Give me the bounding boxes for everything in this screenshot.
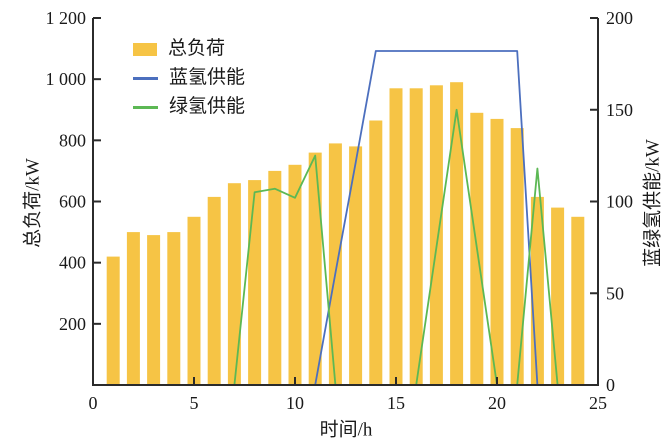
bar xyxy=(227,183,241,385)
bar xyxy=(349,146,363,385)
bar xyxy=(389,88,403,386)
legend-item-blue-hydrogen: 蓝氢供能 xyxy=(133,66,245,90)
bar xyxy=(490,118,504,386)
y-tick-label-right: 150 xyxy=(606,100,633,120)
bar xyxy=(288,164,302,385)
x-tick-label: 10 xyxy=(286,393,304,413)
legend-swatch-blue-line xyxy=(133,76,158,80)
bar xyxy=(248,180,262,385)
y-tick-label-left: 1 000 xyxy=(46,69,87,89)
x-tick-label: 25 xyxy=(589,393,607,413)
bars-total-load xyxy=(106,82,585,386)
x-tick-label: 15 xyxy=(387,393,405,413)
x-tick-label: 20 xyxy=(488,393,506,413)
bar xyxy=(510,128,524,385)
bar xyxy=(409,88,423,386)
bar xyxy=(106,256,120,385)
y-tick-label-left: 600 xyxy=(59,192,86,212)
legend: 总负荷 蓝氢供能 绿氢供能 xyxy=(133,37,245,119)
y-tick-label-left: 1 200 xyxy=(46,8,87,28)
y-axis-title-right: 蓝绿氢供能/kW xyxy=(642,139,664,267)
legend-swatch-bar xyxy=(133,42,157,56)
y-tick-label-right: 0 xyxy=(606,375,615,395)
bar xyxy=(167,232,181,385)
bar xyxy=(207,196,221,385)
bar xyxy=(187,216,201,385)
y-axis-title-left: 总负荷/kW xyxy=(22,158,44,248)
bar xyxy=(268,170,282,385)
bar xyxy=(328,143,342,385)
y-tick-label-right: 200 xyxy=(606,8,633,28)
legend-label: 总负荷 xyxy=(168,38,226,59)
y-tick-label-left: 200 xyxy=(59,314,86,334)
y-tick-label-left: 800 xyxy=(59,130,86,150)
legend-item-total-load: 总负荷 xyxy=(133,37,245,61)
legend-swatch-green-line xyxy=(133,105,158,109)
tick-marks xyxy=(92,17,599,386)
tick-labels: 200 400 600 800 1 000 1 200 0 50 100 150 200 0 5 10 15… xyxy=(46,8,634,413)
legend-label: 绿氢供能 xyxy=(169,96,246,117)
bar xyxy=(147,235,161,385)
y-tick-label-left: 400 xyxy=(59,253,86,273)
x-axis-title: 时间/h xyxy=(319,419,373,441)
bar xyxy=(551,207,565,385)
legend-item-green-hydrogen: 绿氢供能 xyxy=(133,95,245,119)
bar xyxy=(369,120,383,385)
bar xyxy=(126,232,140,385)
bar xyxy=(450,82,464,385)
legend-label: 蓝氢供能 xyxy=(169,67,246,88)
bar xyxy=(571,216,585,385)
x-tick-label: 5 xyxy=(190,393,199,413)
x-tick-label: 0 xyxy=(89,393,98,413)
green-hydrogen-line xyxy=(112,108,579,386)
y-tick-label-right: 100 xyxy=(606,192,633,212)
bar xyxy=(429,85,443,386)
bar xyxy=(308,152,322,385)
y-tick-label-right: 50 xyxy=(606,283,624,303)
